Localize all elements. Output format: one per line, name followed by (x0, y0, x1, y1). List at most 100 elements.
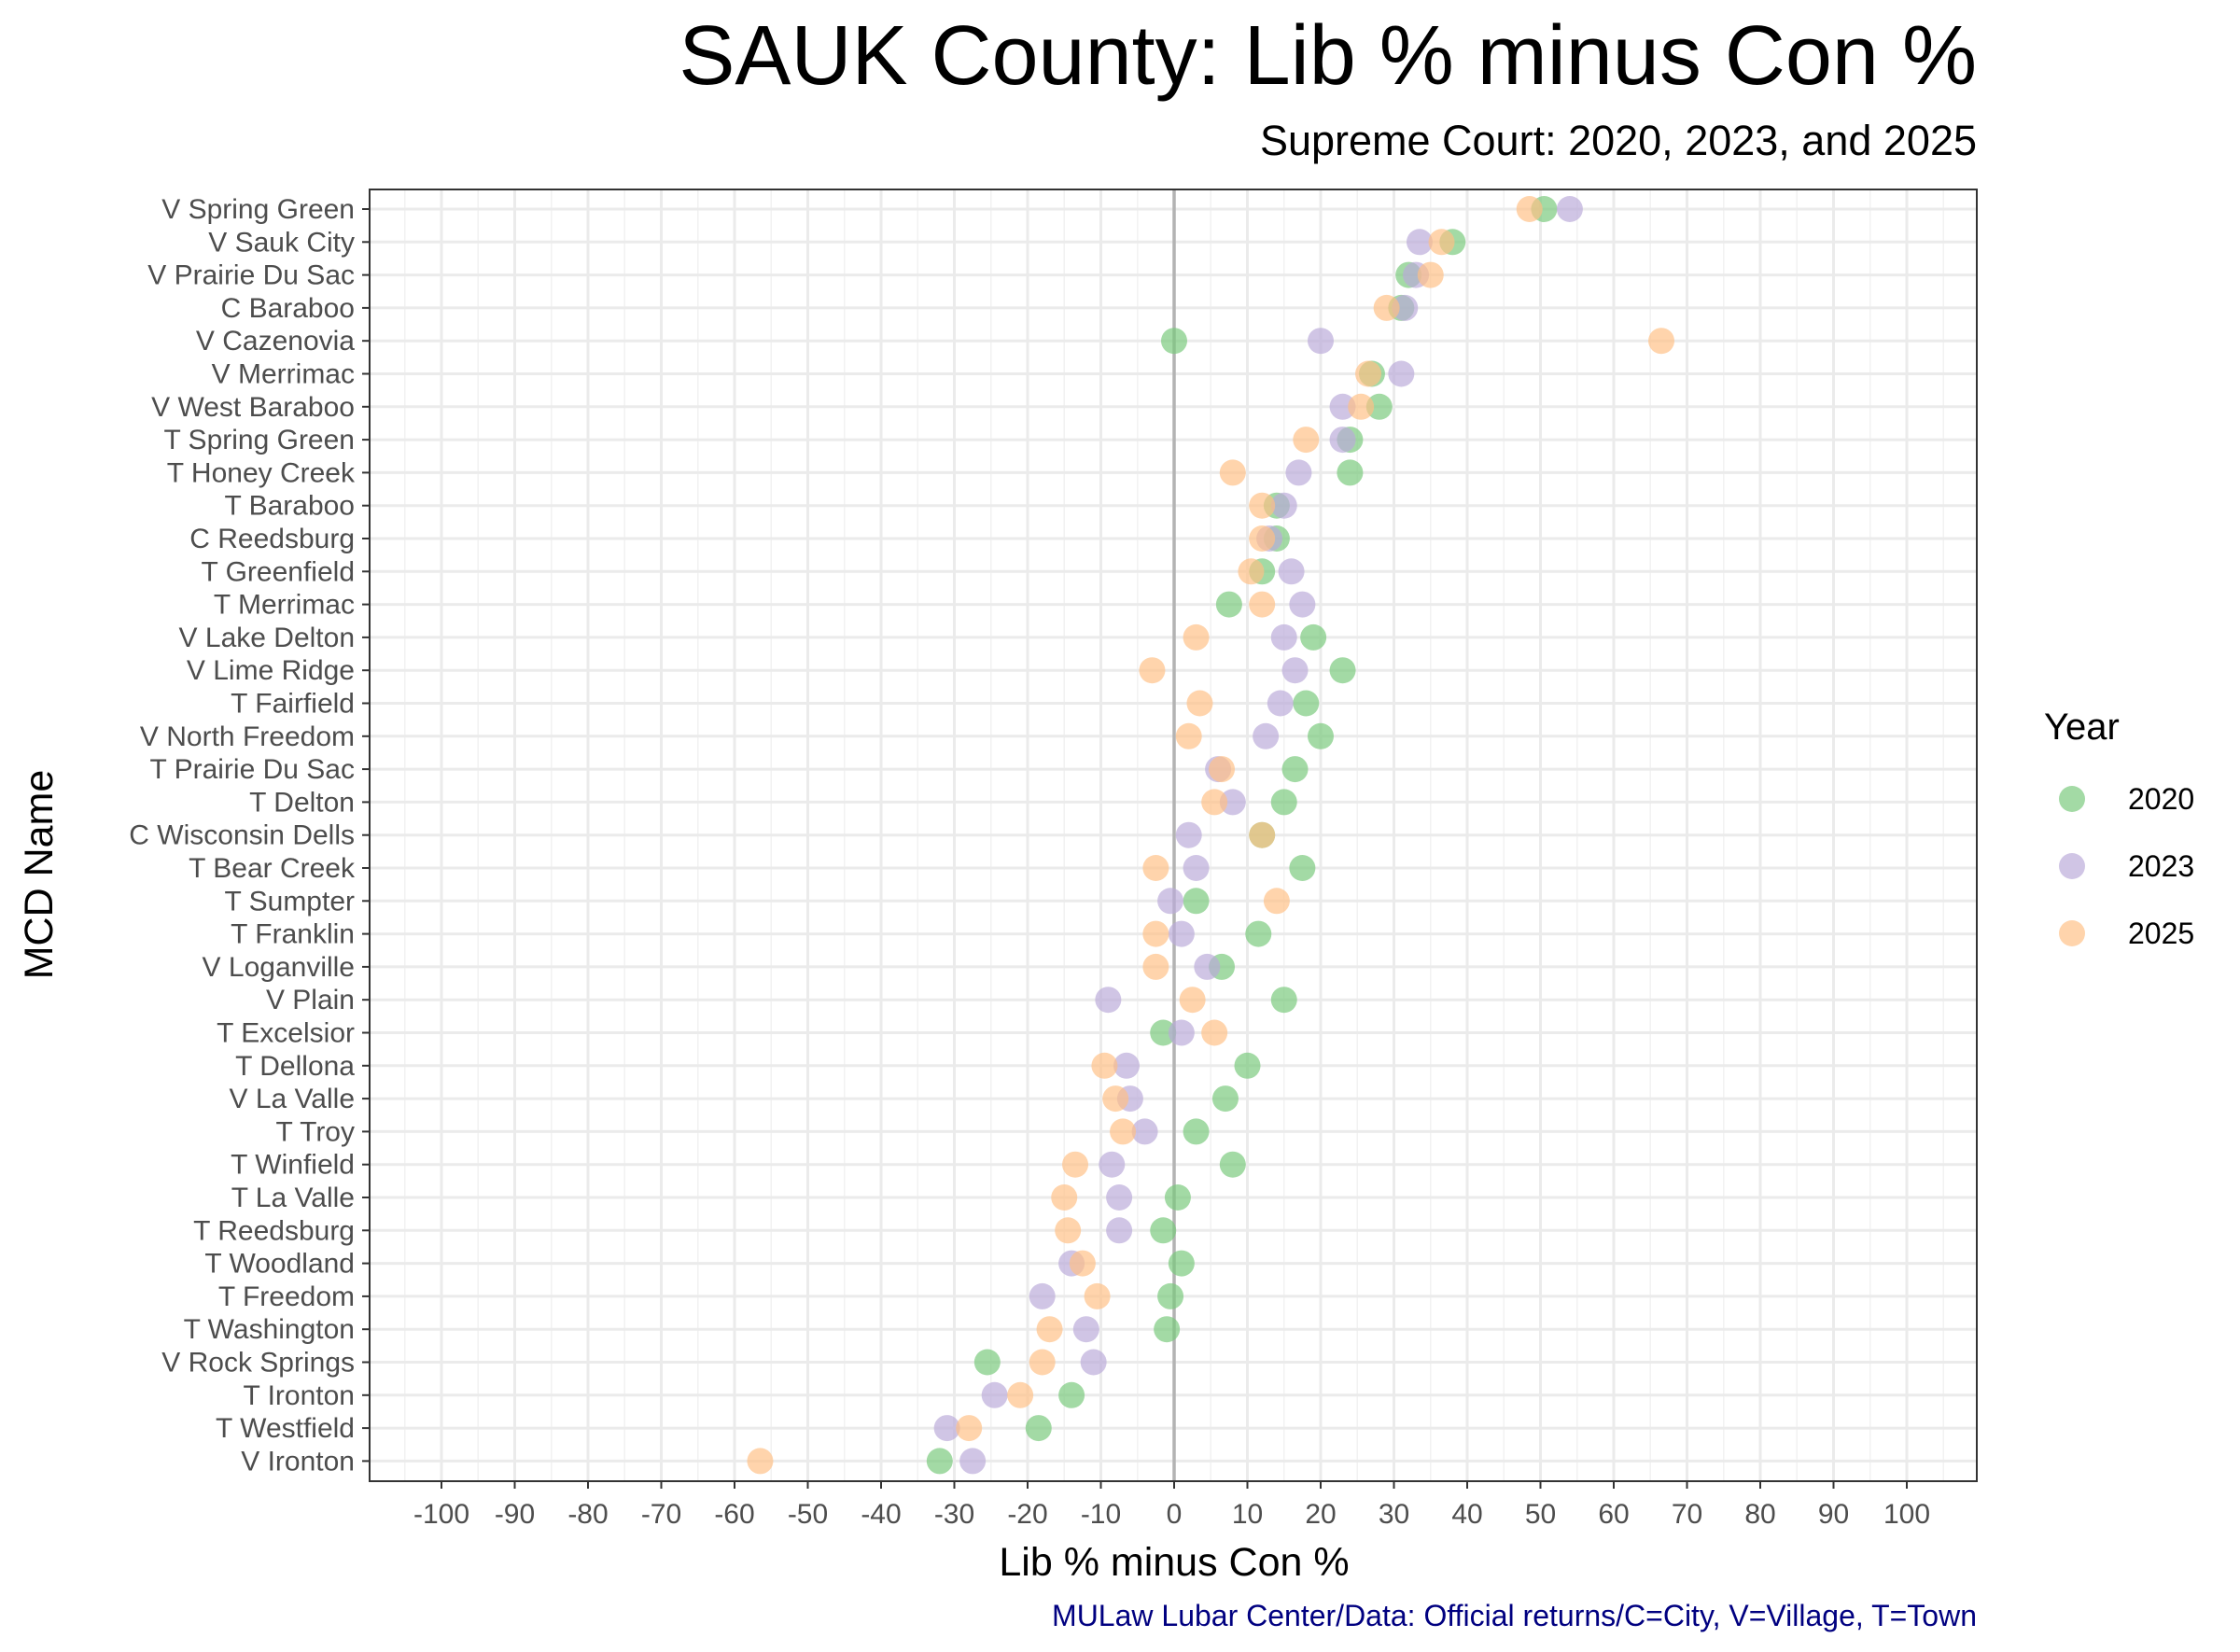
point-2025 (1348, 393, 1375, 420)
point-2025 (1219, 459, 1246, 486)
point-2023 (981, 1381, 1008, 1408)
y-tick-label: T Spring Green (163, 425, 355, 455)
point-2025 (1355, 360, 1382, 387)
point-2025 (1648, 328, 1675, 355)
point-2023 (1281, 657, 1309, 684)
x-tick-label: 40 (1451, 1499, 1482, 1530)
point-2025 (1249, 591, 1276, 618)
point-2020 (926, 1448, 953, 1475)
point-2023 (1285, 459, 1312, 486)
point-2020 (1161, 328, 1187, 355)
x-axis-title: Lib % minus Con % (999, 1540, 1349, 1585)
legend-title: Year (2044, 707, 2120, 748)
y-tick-label: V North Freedom (140, 721, 355, 752)
legend-label-2020: 2020 (2128, 782, 2194, 816)
point-2020 (1215, 591, 1242, 618)
point-2020 (1058, 1381, 1085, 1408)
point-2023 (1194, 953, 1221, 980)
point-2023 (1289, 591, 1316, 618)
point-2020 (1365, 393, 1393, 420)
point-2025 (1069, 1250, 1096, 1277)
y-tick-label: V Sauk City (208, 227, 355, 258)
point-2023 (933, 1415, 960, 1442)
legend-label-2023: 2023 (2128, 849, 2194, 883)
y-tick-label: C Reedsburg (189, 524, 355, 554)
point-2023 (1329, 393, 1356, 420)
legend-label-2025: 2025 (2128, 917, 2194, 950)
point-2025 (1139, 657, 1166, 684)
y-tick-label: T La Valle (231, 1183, 355, 1213)
y-tick-label: V Cazenovia (196, 326, 355, 357)
x-tick-label: 20 (1305, 1499, 1336, 1530)
point-2025 (1102, 1085, 1129, 1113)
point-2025 (1183, 623, 1210, 651)
x-tick-label: -80 (567, 1499, 608, 1530)
point-2025 (1084, 1282, 1111, 1309)
point-2025 (1373, 294, 1400, 321)
x-tick-label: -10 (1081, 1499, 1121, 1530)
y-tick-label: T Franklin (231, 919, 355, 950)
x-tick-label: 10 (1232, 1499, 1263, 1530)
point-2020 (1168, 1250, 1195, 1277)
y-tick-label: T Bear Creek (189, 853, 356, 884)
y-tick-label: T Reedsburg (193, 1215, 355, 1246)
point-2023 (1270, 492, 1297, 519)
x-tick-label: -70 (641, 1499, 681, 1530)
y-tick-label: V Plain (266, 985, 355, 1015)
point-2020 (973, 1349, 1001, 1376)
y-tick-label: T Fairfield (231, 689, 355, 720)
data-points (747, 196, 1675, 1475)
y-tick-label: V Rock Springs (161, 1348, 355, 1379)
point-2025 (1186, 690, 1213, 717)
y-tick-label: V West Baraboo (151, 392, 355, 423)
legend-keys: 2020 2023 2025 (2059, 782, 2194, 950)
y-tick-label: T Greenfield (201, 556, 355, 587)
point-2020 (1245, 920, 1272, 947)
x-tick-label: -60 (714, 1499, 754, 1530)
legend-key-2025 (2059, 920, 2085, 946)
point-2020 (1025, 1415, 1052, 1442)
y-tick-label: V Lime Ridge (187, 655, 355, 686)
point-2023 (1278, 558, 1305, 585)
caption: MULaw Lubar Center/Data: Official return… (1052, 1599, 1977, 1632)
x-tick-label: -90 (495, 1499, 535, 1530)
x-tick-label: -30 (934, 1499, 974, 1530)
point-2025 (1142, 920, 1169, 947)
point-2023 (1080, 1349, 1107, 1376)
point-2020 (1183, 888, 1210, 915)
y-tick-label: C Wisconsin Dells (129, 820, 355, 851)
y-tick-label: T Dellona (235, 1051, 355, 1082)
y-tick-label: V Ironton (241, 1446, 355, 1477)
y-tick-label: T Winfield (231, 1150, 355, 1181)
x-tick-label: -100 (413, 1499, 469, 1530)
y-tick-label: T Prairie Du Sac (149, 754, 355, 785)
y-tick-label: T Freedom (218, 1281, 355, 1312)
x-tick-label: 60 (1598, 1499, 1629, 1530)
point-2025 (1051, 1184, 1078, 1211)
x-tick-label: 0 (1167, 1499, 1183, 1530)
point-2023 (1267, 690, 1294, 717)
point-2023 (1168, 1019, 1195, 1046)
y-tick-label: T Woodland (204, 1249, 355, 1280)
y-tick-label: V Lake Delton (179, 623, 355, 653)
point-2025 (1201, 789, 1228, 816)
point-2023 (1095, 987, 1122, 1014)
point-2025 (1201, 1019, 1228, 1046)
point-2023 (1270, 623, 1297, 651)
point-2025 (1007, 1381, 1034, 1408)
point-2023 (1157, 888, 1184, 915)
x-tick-label: 50 (1525, 1499, 1556, 1530)
point-2025 (1175, 722, 1202, 749)
point-2020 (1150, 1019, 1177, 1046)
point-2023 (1029, 1282, 1056, 1309)
point-2020 (1270, 987, 1297, 1014)
y-tick-label: V Merrimac (212, 359, 355, 390)
point-2020 (1219, 1151, 1246, 1178)
y-tick-label: T Troy (276, 1116, 355, 1147)
point-2020 (1329, 657, 1356, 684)
x-axis: -100 -90 -80 -70 -60 -50 -40 -30 -20 -10 0 10 20 30 40… (413, 1481, 1930, 1530)
y-tick-label: T Delton (249, 787, 355, 818)
y-tick-label: T Sumpter (225, 886, 356, 917)
y-tick-label: V Loganville (203, 952, 355, 983)
